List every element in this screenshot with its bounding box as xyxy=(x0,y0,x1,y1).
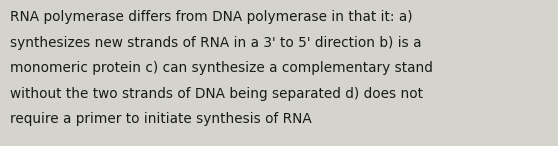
Text: RNA polymerase differs from DNA polymerase in that it: a): RNA polymerase differs from DNA polymera… xyxy=(10,10,413,24)
Text: without the two strands of DNA being separated d) does not: without the two strands of DNA being sep… xyxy=(10,87,423,101)
Text: synthesizes new strands of RNA in a 3' to 5' direction b) is a: synthesizes new strands of RNA in a 3' t… xyxy=(10,36,421,50)
Text: require a primer to initiate synthesis of RNA: require a primer to initiate synthesis o… xyxy=(10,112,312,126)
Text: monomeric protein c) can synthesize a complementary stand: monomeric protein c) can synthesize a co… xyxy=(10,61,433,75)
